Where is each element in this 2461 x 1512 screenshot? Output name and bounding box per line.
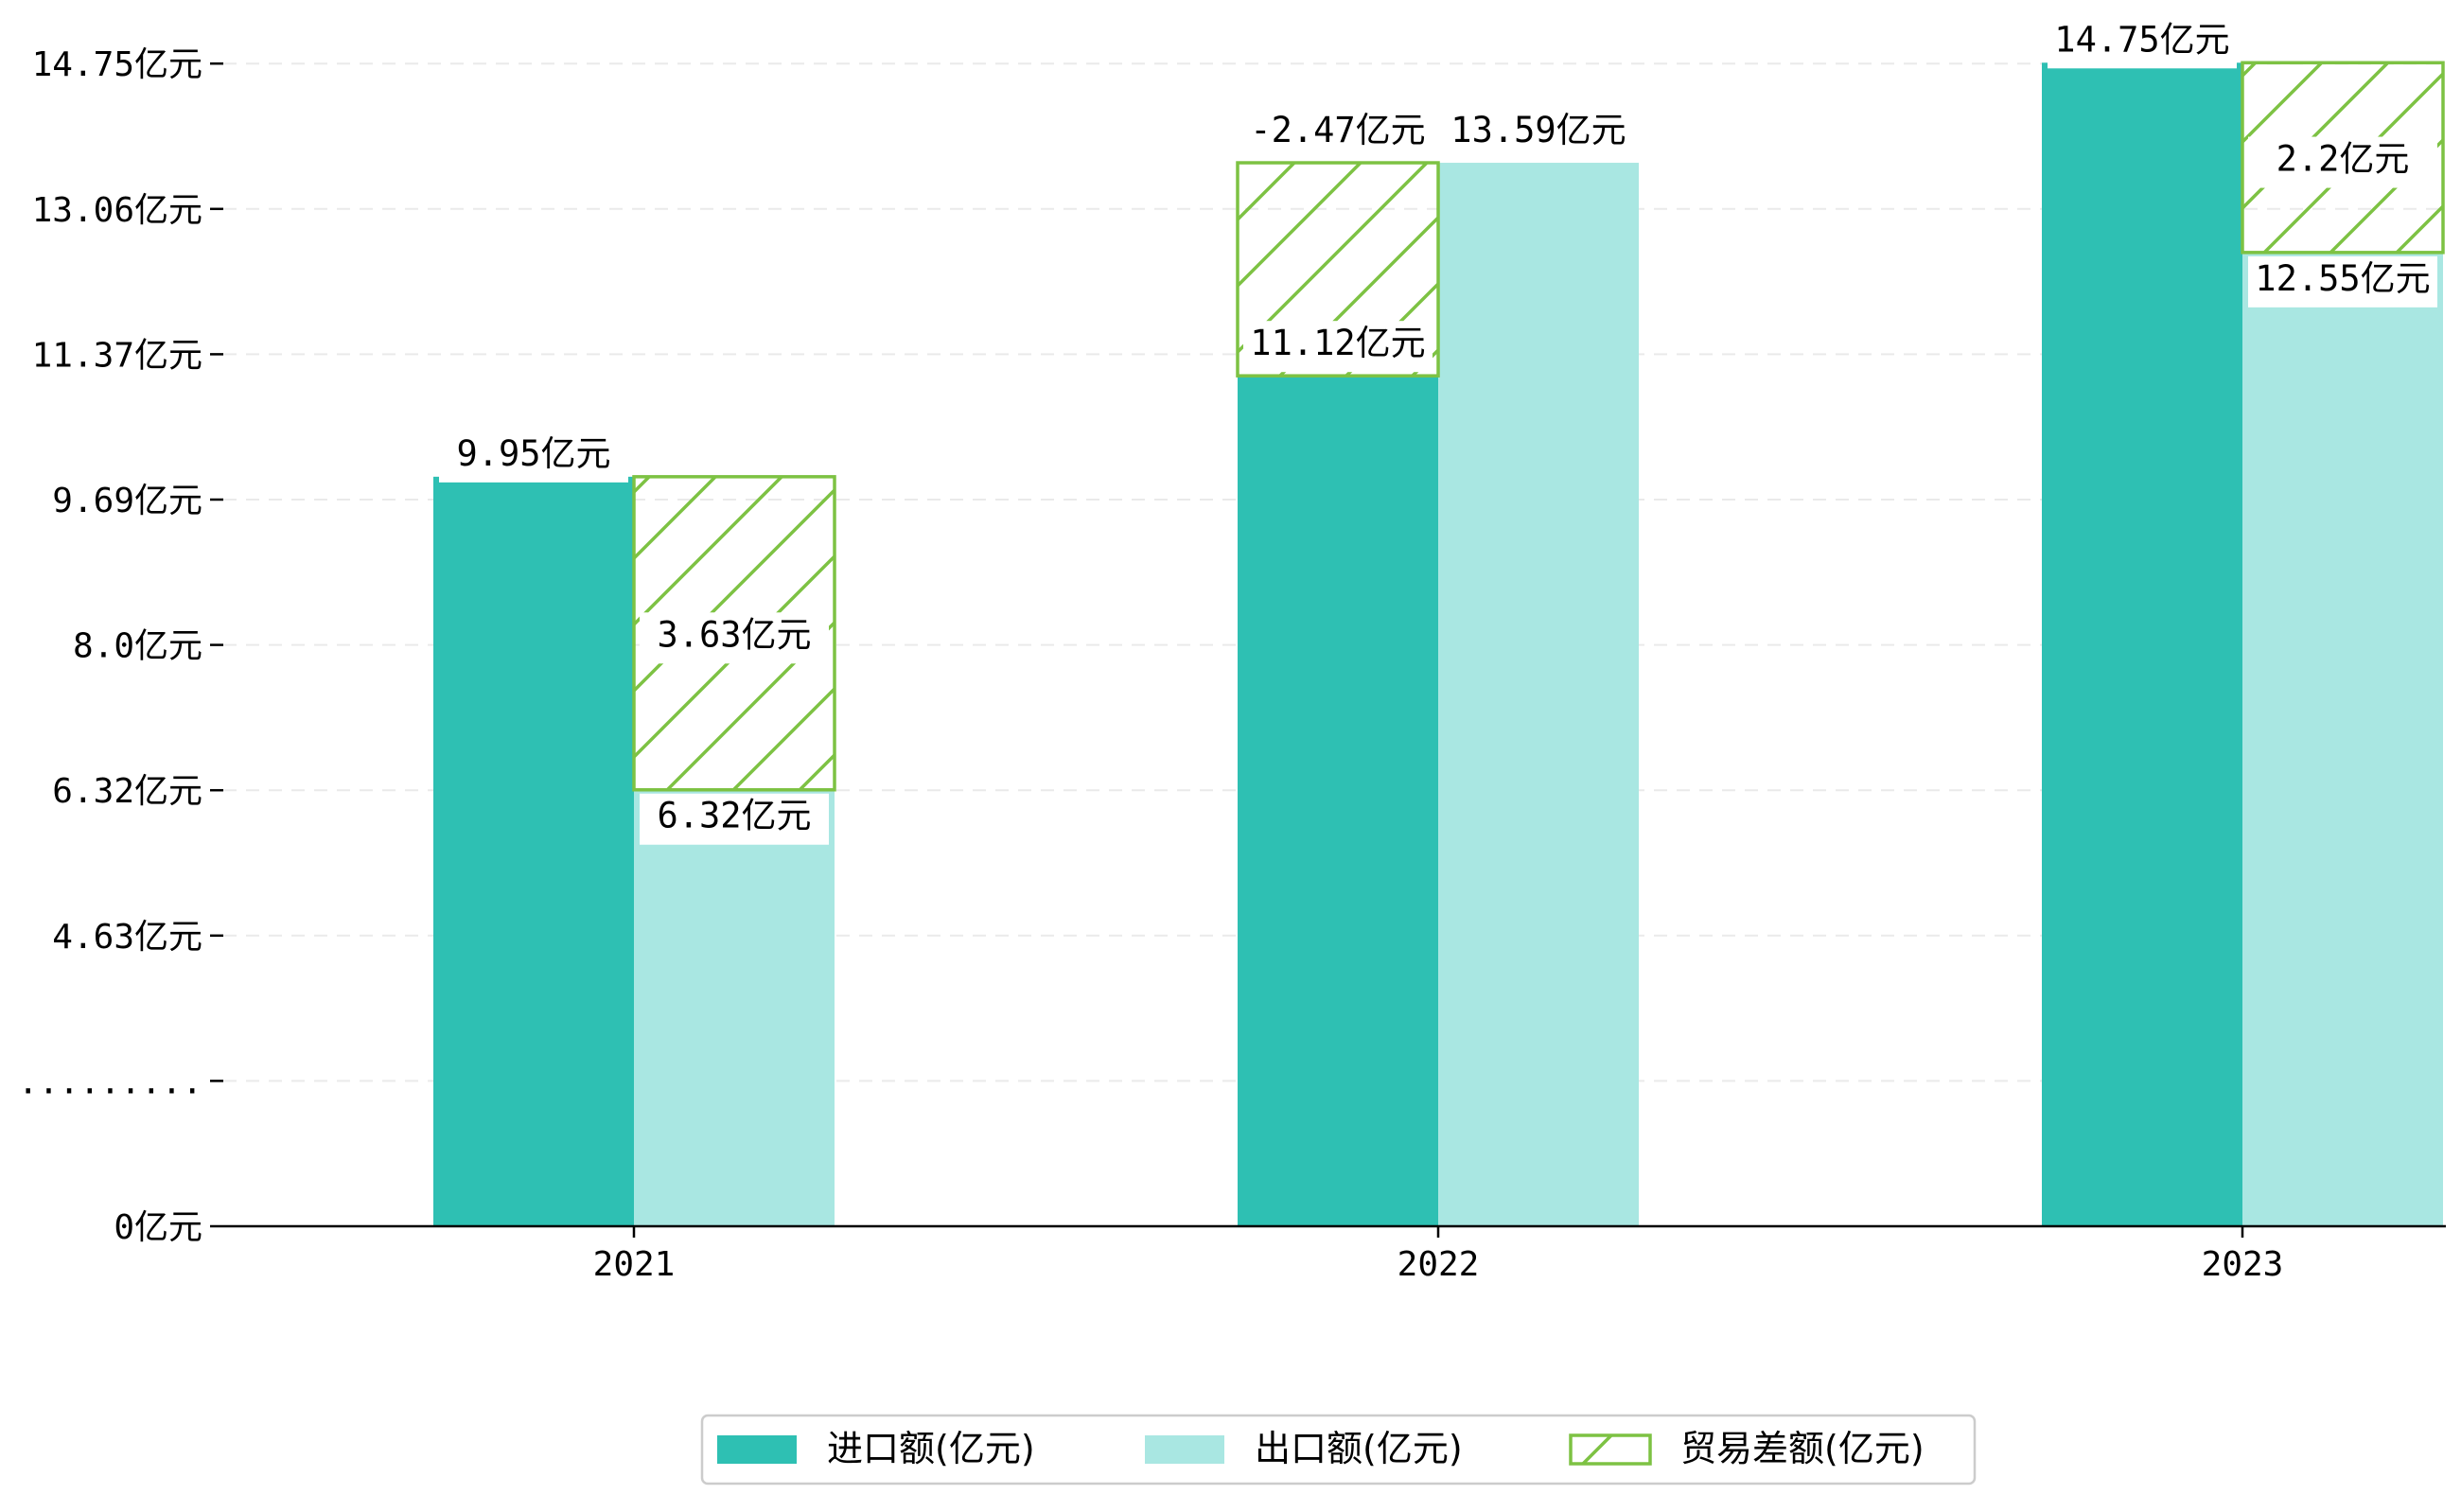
legend-item-2: 贸易差额(亿元) <box>1569 1428 1925 1469</box>
y-tick-label: 13.06亿元 <box>32 191 202 230</box>
value-label-import: 14.75亿元 <box>2048 17 2237 69</box>
value-label-import: 11.12亿元 <box>1243 321 1433 373</box>
legend-item-0: 进口额(亿元) <box>717 1428 1035 1469</box>
legend-label: 进口额(亿元) <box>827 1428 1035 1469</box>
y-tick-label: 4.63亿元 <box>52 918 202 957</box>
legend-label: 贸易差额(亿元) <box>1680 1428 1925 1469</box>
legend: 进口额(亿元) 出口额(亿元) 贸易差额(亿元) <box>700 1414 1977 1486</box>
value-label-balance: 3.63亿元 <box>640 612 829 664</box>
y-tick-label: 8.0亿元 <box>73 627 202 666</box>
bar-export-2023 <box>2242 252 2443 1226</box>
axes: 0亿元......... 4.63亿元 6.32亿元 8.0亿元 9.69亿元 11.37… <box>18 45 2446 1284</box>
value-label-export: 12.55亿元 <box>2248 255 2437 308</box>
svg-text:3.63亿元: 3.63亿元 <box>657 614 811 655</box>
y-tick-label: ......... <box>18 1063 202 1101</box>
legend-item-1: 出口额(亿元) <box>1145 1428 1463 1469</box>
value-label-balance: 2.2亿元 <box>2248 136 2437 188</box>
bar-export-2022 <box>1438 163 1639 1226</box>
x-tick-label: 2022 <box>1397 1245 1480 1284</box>
value-label-import: 9.95亿元 <box>439 431 628 483</box>
legend-swatch <box>717 1435 797 1464</box>
svg-text:2.2亿元: 2.2亿元 <box>2276 139 2410 180</box>
legend-label: 出口额(亿元) <box>1255 1428 1463 1469</box>
svg-text:9.95亿元: 9.95亿元 <box>456 433 610 474</box>
svg-text:11.12亿元: 11.12亿元 <box>1250 323 1425 363</box>
svg-text:14.75亿元: 14.75亿元 <box>2054 19 2229 60</box>
y-tick-label: 0亿元 <box>114 1208 202 1247</box>
legend-swatch <box>1145 1435 1224 1464</box>
legend-box <box>700 1414 1977 1486</box>
legend-swatch <box>1569 1433 1652 1466</box>
value-label-balance: -2.47亿元 <box>1250 110 1425 150</box>
svg-text:-2.47亿元: -2.47亿元 <box>1250 110 1425 150</box>
value-label-export: 13.59亿元 <box>1450 110 1626 150</box>
bar-import-2021 <box>433 476 634 1226</box>
y-tick-label: 14.75亿元 <box>32 45 202 84</box>
x-tick-label: 2021 <box>593 1245 676 1284</box>
svg-text:13.59亿元: 13.59亿元 <box>1450 110 1626 150</box>
bar-import-2022 <box>1238 376 1438 1226</box>
svg-text:12.55亿元: 12.55亿元 <box>2255 258 2430 299</box>
value-label-export: 6.32亿元 <box>640 793 829 845</box>
y-tick-label: 11.37亿元 <box>32 336 202 375</box>
bar-export-2021 <box>634 789 835 1226</box>
svg-text:6.32亿元: 6.32亿元 <box>657 796 811 836</box>
value-labels: 9.95亿元 6.32亿元 3.63亿元 13.59亿元 11.12亿元 -2.47亿元 1… <box>439 17 2437 845</box>
y-tick-label: 6.32亿元 <box>52 772 202 811</box>
x-tick-label: 2023 <box>2202 1245 2284 1284</box>
y-tick-label: 9.69亿元 <box>52 482 202 520</box>
bar-import-2023 <box>2042 62 2242 1226</box>
